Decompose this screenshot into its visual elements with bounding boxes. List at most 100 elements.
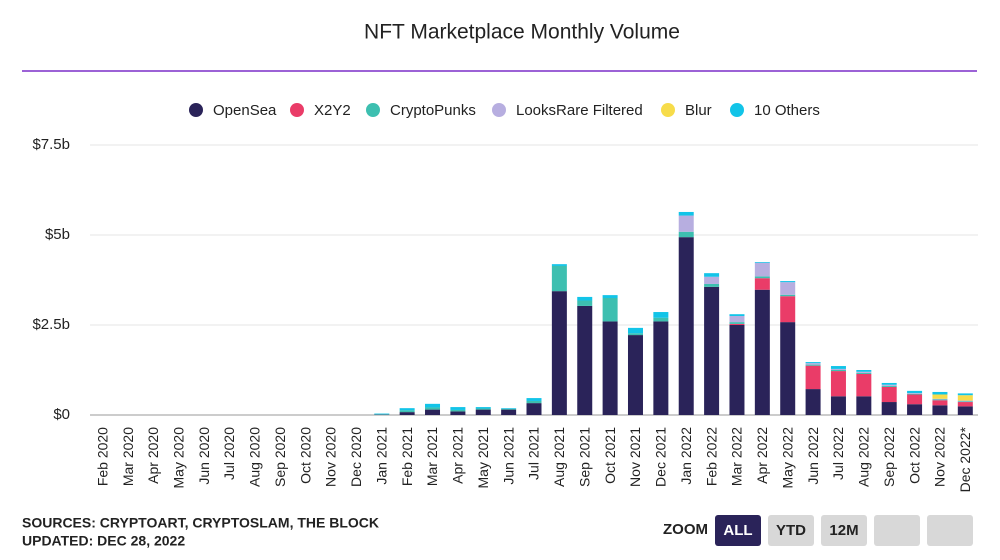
sources: SOURCES: CRYPTOART, CRYPTOSLAM, THE BLOC… — [22, 515, 379, 531]
x-tick-label: Jan 2022 — [678, 427, 694, 485]
x-tick-label: May 2022 — [779, 427, 795, 489]
x-tick-label: Dec 2021 — [653, 427, 669, 487]
bar-segment — [755, 262, 770, 263]
bar-segment — [653, 321, 668, 415]
zoom-label: ZOOM — [663, 521, 708, 538]
bar-segment — [704, 277, 719, 284]
x-tick-label: Feb 2021 — [399, 427, 415, 486]
x-tick-label: Sep 2020 — [272, 427, 288, 487]
x-tick-label: Oct 2021 — [602, 427, 618, 484]
bar-segment — [882, 402, 897, 415]
bar-segment — [932, 399, 947, 400]
bar-segment — [501, 408, 516, 409]
bar-segment — [806, 362, 821, 363]
x-tick-label: Jan 2021 — [373, 427, 389, 485]
bar-segment — [856, 374, 871, 396]
x-tick-label: Mar 2020 — [120, 427, 136, 486]
bar-segment — [527, 401, 542, 403]
bar-segment — [856, 373, 871, 374]
bar-segment — [907, 404, 922, 415]
legend-label: LooksRare Filtered — [516, 102, 643, 119]
bar-segment — [907, 393, 922, 394]
x-tick-label: Nov 2021 — [627, 427, 643, 487]
bar-segment — [958, 395, 973, 400]
legend-label: X2Y2 — [314, 102, 351, 119]
bar-segment — [628, 333, 643, 335]
bar-segment — [679, 232, 694, 237]
x-tick-label: Mar 2022 — [729, 427, 745, 486]
bar-segment — [577, 306, 592, 415]
x-tick-label: Sep 2022 — [881, 427, 897, 487]
bar-segment — [882, 387, 897, 402]
bar-segment — [400, 412, 415, 415]
x-tick-label: Aug 2020 — [247, 427, 263, 487]
bar-segment — [450, 407, 465, 410]
bar-segment — [653, 318, 668, 322]
bar-segment — [552, 291, 567, 415]
y-tick-label: $5b — [45, 226, 70, 243]
x-tick-label: Sep 2021 — [576, 427, 592, 487]
bar-segment — [907, 394, 922, 404]
bar-segment — [932, 400, 947, 401]
bar-segment — [425, 404, 440, 408]
legend-label: Blur — [685, 102, 712, 119]
bar-segment — [628, 328, 643, 333]
bar-segment — [628, 335, 643, 415]
bar-segment — [882, 383, 897, 385]
bar-segment — [501, 410, 516, 415]
legend-label: CryptoPunks — [390, 102, 476, 119]
bar-segment — [603, 295, 618, 298]
y-tick-label: $2.5b — [32, 316, 70, 333]
updated: UPDATED: DEC 28, 2022 — [22, 533, 185, 549]
bar-segment — [806, 363, 821, 364]
legend-swatch — [492, 103, 506, 117]
bar-segment — [907, 391, 922, 393]
legend-swatch — [730, 103, 744, 117]
x-tick-label: Dec 2020 — [348, 427, 364, 487]
bar-segment — [780, 296, 795, 322]
bar-segment — [552, 266, 567, 291]
x-tick-label: Aug 2021 — [551, 427, 567, 487]
bar-segment — [780, 295, 795, 296]
bar-segment — [856, 372, 871, 373]
bar-segment — [958, 401, 973, 402]
x-tick-label: Jun 2021 — [500, 427, 516, 485]
bar-segment — [856, 396, 871, 415]
legend-swatch — [290, 103, 304, 117]
bar-segment — [882, 385, 897, 386]
bar-segment — [729, 324, 744, 325]
bar-segment — [932, 405, 947, 415]
zoom-button[interactable] — [874, 515, 920, 546]
bar-segment — [679, 212, 694, 216]
bar-segment — [780, 322, 795, 415]
x-tick-label: Jun 2022 — [805, 427, 821, 485]
bar-segment — [577, 297, 592, 301]
bar-segment — [932, 392, 947, 395]
bar-segment — [780, 282, 795, 295]
x-tick-label: Nov 2022 — [932, 427, 948, 487]
chart-title: NFT Marketplace Monthly Volume — [364, 21, 680, 44]
bar-segment — [729, 314, 744, 316]
bar-segment — [729, 322, 744, 324]
bar-segment — [806, 389, 821, 415]
x-tick-label: Nov 2020 — [323, 427, 339, 487]
bar-segment — [400, 410, 415, 412]
zoom-button-label: YTD — [776, 522, 806, 539]
bar-segment — [831, 396, 846, 415]
bar-segment — [831, 371, 846, 396]
bar-segment — [501, 409, 516, 410]
bar-segment — [856, 370, 871, 372]
bar-segment — [958, 401, 973, 402]
zoom-button[interactable] — [927, 515, 973, 546]
bar-segment — [704, 284, 719, 287]
bar-segment — [450, 411, 465, 415]
bar-segment — [755, 276, 770, 278]
x-tick-label: Feb 2022 — [703, 427, 719, 486]
x-tick-label: Jun 2020 — [196, 427, 212, 485]
zoom-button-label: ALL — [723, 522, 752, 539]
bar-segment — [374, 414, 389, 415]
bar-segment — [831, 366, 846, 369]
x-tick-label: May 2020 — [171, 427, 187, 489]
y-tick-label: $0 — [53, 406, 70, 423]
